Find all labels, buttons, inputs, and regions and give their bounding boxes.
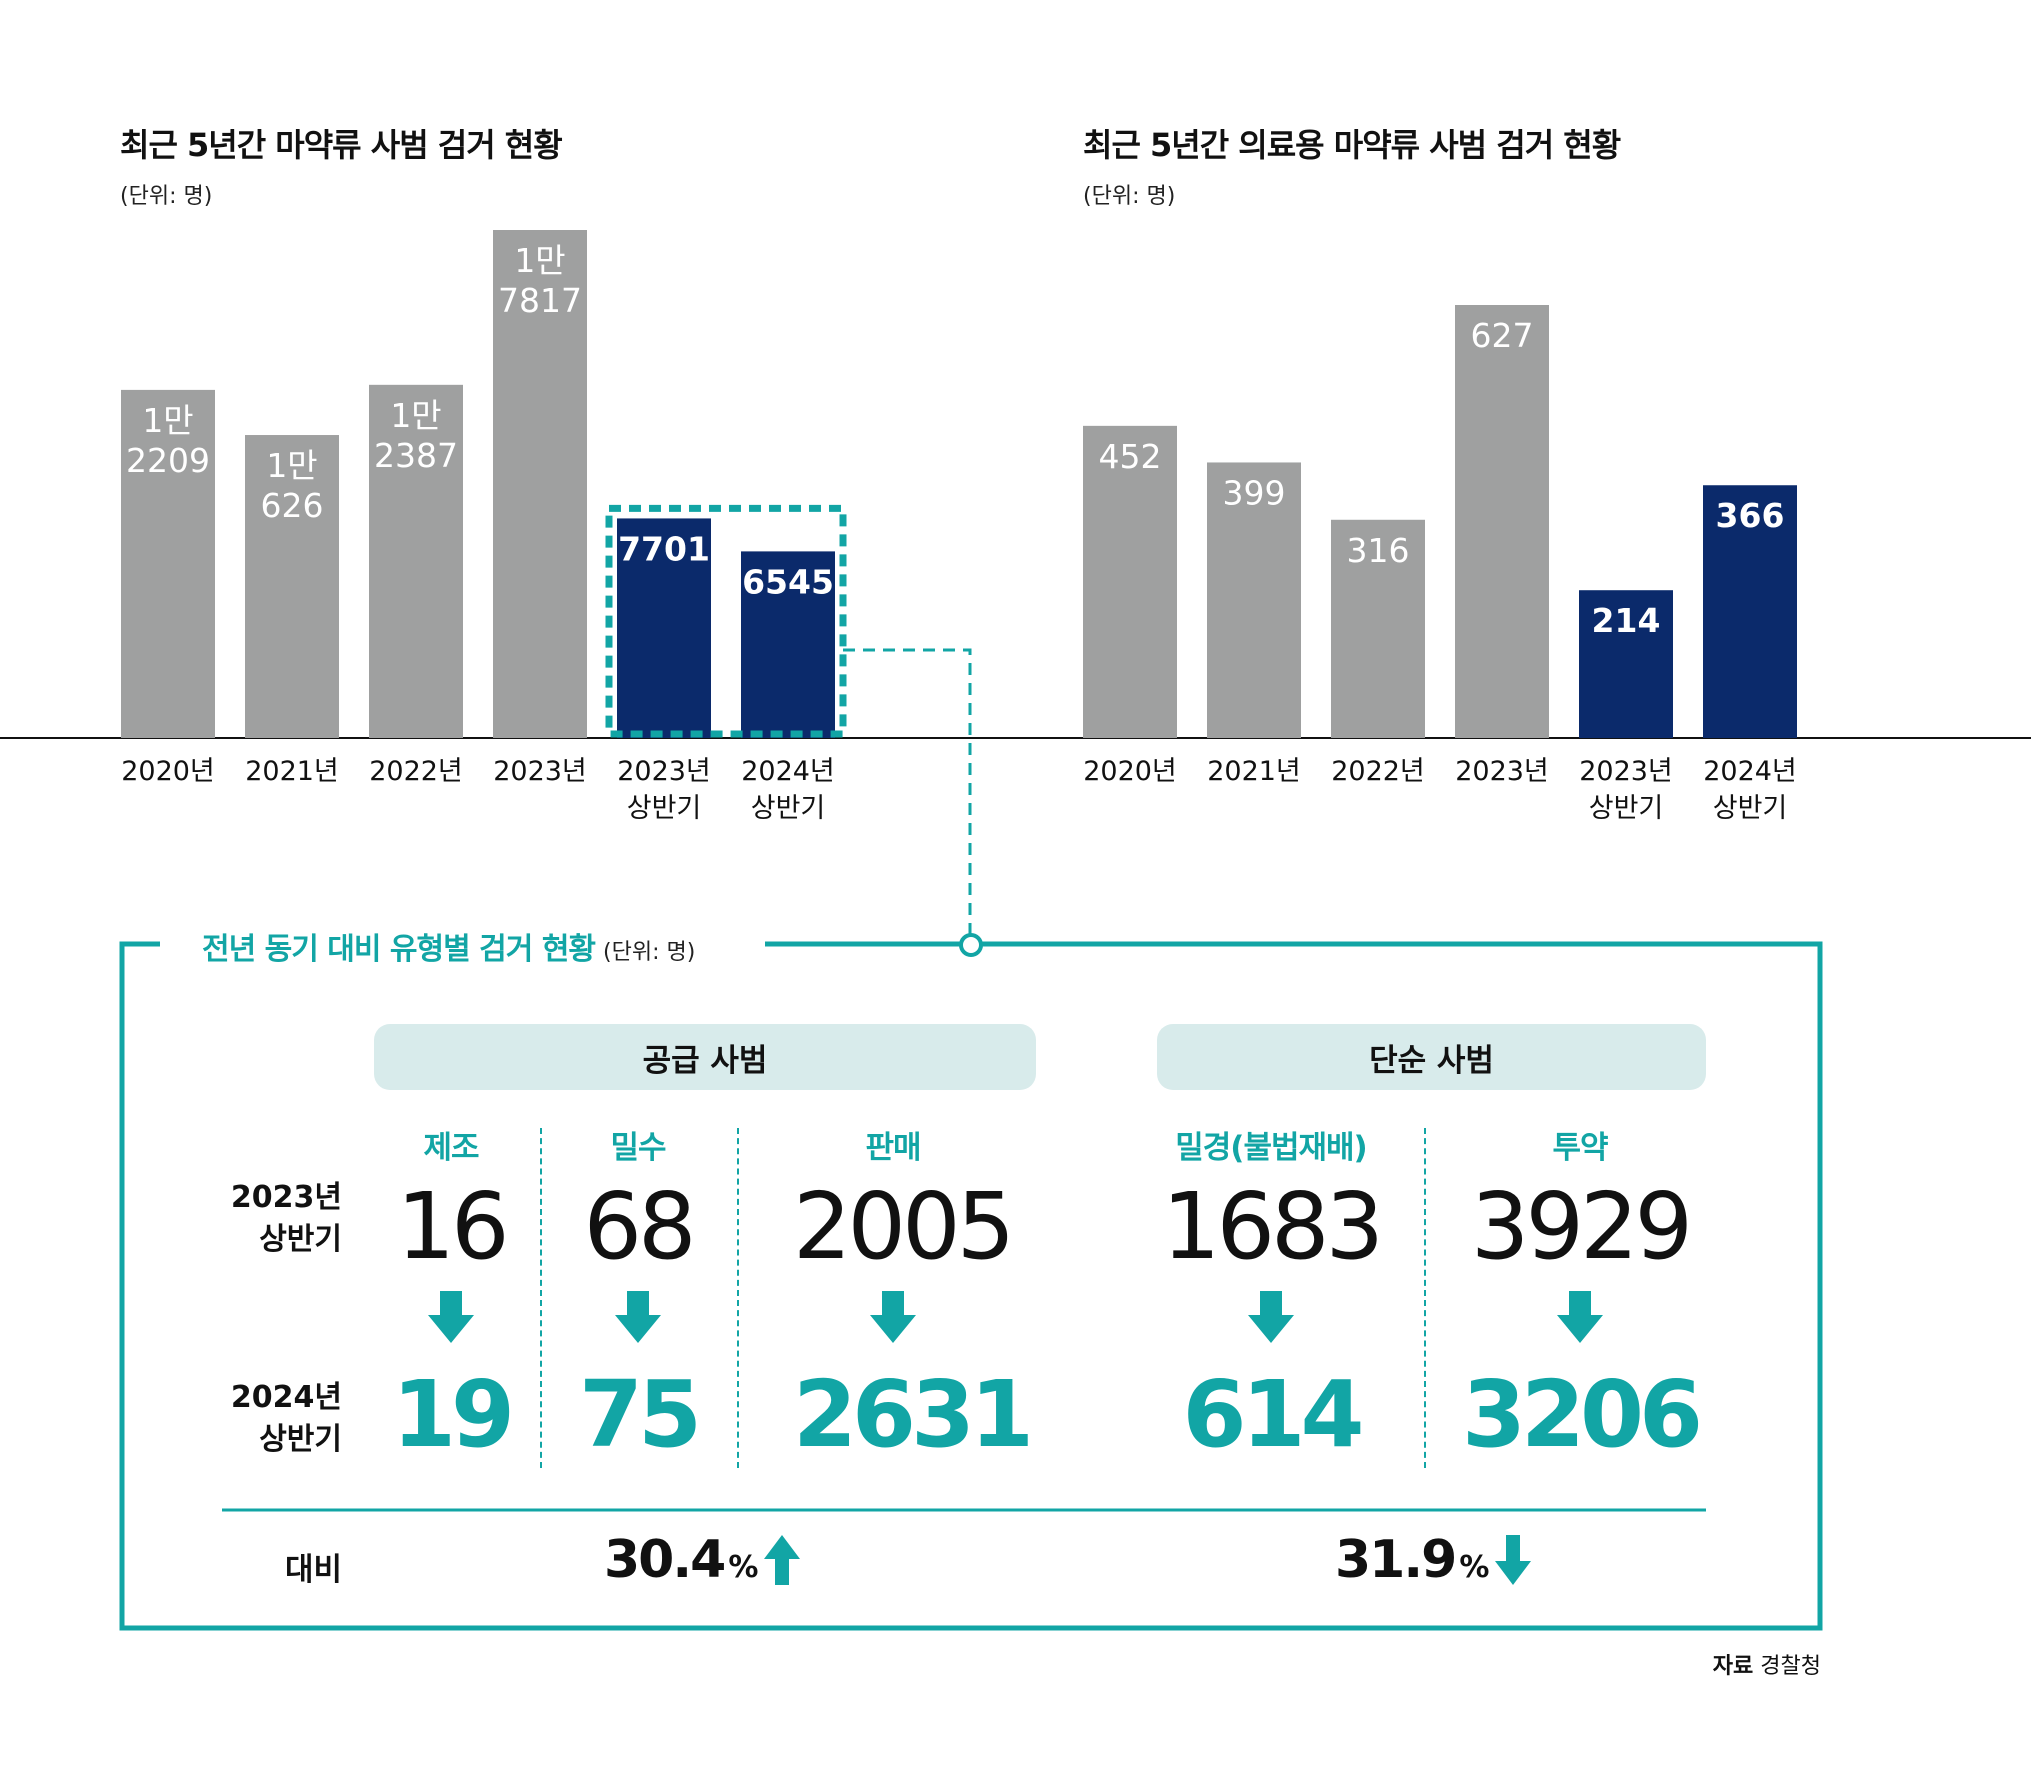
group-supply-pill: 공급 사범 — [374, 1024, 1036, 1090]
data-label: 1만 2209 — [126, 401, 210, 480]
bar — [1207, 462, 1301, 738]
value-2023: 1683 — [1161, 1173, 1384, 1280]
box-unit: (단위: 명) — [603, 940, 696, 965]
value-2024: 3206 — [1461, 1361, 1703, 1468]
separator — [540, 1128, 542, 1468]
value-2023: 16 — [396, 1173, 509, 1280]
connector-line — [843, 648, 972, 945]
data-label: 1만 2387 — [374, 396, 458, 475]
bar-charts: 1만 2209 2020년 1만 626 2021년 1만 2387 2022년 1만 7817 20… — [0, 230, 2031, 945]
chart1-unit: (단위: 명) — [120, 184, 213, 209]
percent-sign: % — [728, 1550, 758, 1585]
col-sales: 판매 2005 2631 — [793, 1122, 1034, 1468]
separator — [1424, 1128, 1426, 1468]
arrow-down-icon — [1248, 1291, 1294, 1343]
box-title: 전년 동기 대비 유형별 검거 현황 — [202, 932, 596, 967]
tick-label: 2023년 상반기 — [1579, 756, 1673, 824]
chart2-unit: (단위: 명) — [1083, 184, 1176, 209]
connector-node — [959, 933, 983, 957]
tick-label: 2023년 — [493, 756, 587, 787]
data-label: 1만 626 — [261, 446, 324, 525]
bar — [1331, 519, 1425, 738]
bar — [1083, 425, 1177, 738]
box-title-gap — [160, 925, 765, 965]
bar — [1455, 305, 1549, 738]
data-label: 7701 — [618, 529, 710, 568]
data-label: 1만 7817 — [498, 241, 582, 320]
data-label: 399 — [1223, 473, 1286, 512]
row-2023-year: 2023년 — [230, 1180, 342, 1215]
arrow-down-icon — [870, 1291, 916, 1343]
bar — [741, 551, 835, 738]
tick-label: 2023년 — [1455, 756, 1549, 787]
simple-change: 31.9 % — [1335, 1530, 1533, 1590]
value-2023: 2005 — [793, 1173, 1015, 1280]
data-label: 214 — [1592, 601, 1661, 640]
data-label: 316 — [1347, 531, 1410, 570]
source-label: 자료 — [1712, 1654, 1754, 1679]
bar — [121, 389, 215, 738]
col-smuggling: 밀수 68 75 — [538, 1122, 738, 1461]
value-2024: 2631 — [793, 1361, 1034, 1468]
data-label: 627 — [1471, 316, 1534, 355]
tick-label: 2021년 — [1207, 756, 1301, 787]
separator — [737, 1128, 739, 1468]
compare-label: 대비 — [284, 1552, 342, 1588]
col-manufacture: 제조 16 19 — [351, 1122, 551, 1461]
row-label-2023: 2023년 상반기 — [202, 1177, 342, 1261]
source: 자료 경찰청 — [1713, 1648, 1821, 1680]
tick-label: 2024년 상반기 — [741, 756, 835, 824]
category-label: 판매 — [865, 1130, 921, 1166]
tick-label: 2021년 — [245, 756, 339, 787]
bar — [493, 230, 587, 738]
value-2024: 75 — [578, 1361, 702, 1468]
row-label-2024: 2024년 상반기 — [202, 1377, 342, 1461]
col-cultivation: 밀경(불법재배) 1683 614 — [1141, 1122, 1401, 1461]
percent-sign: % — [1459, 1550, 1489, 1585]
col-administration: 투약 3929 3206 — [1450, 1122, 1710, 1461]
value-2024: 19 — [391, 1361, 515, 1468]
tick-label: 2020년 — [121, 756, 215, 787]
box-frame — [119, 925, 1823, 1631]
value-2023: 68 — [583, 1173, 696, 1280]
chart2-title: 최근 5년간 의료용 마약류 사범 검거 현황 — [1083, 126, 1621, 164]
group-simple-pill: 단순 사범 — [1157, 1024, 1706, 1090]
source-text: 경찰청 — [1760, 1654, 1821, 1679]
value-2023: 3929 — [1470, 1173, 1693, 1280]
highlight-box — [605, 504, 847, 738]
tick-label: 2024년 상반기 — [1703, 756, 1797, 824]
arrow-down-icon — [1557, 1291, 1603, 1343]
category-label: 밀경(불법재배) — [1175, 1130, 1367, 1166]
arrow-down-icon — [1495, 1535, 1532, 1585]
tick-label: 2020년 — [1083, 756, 1177, 787]
data-label: 452 — [1099, 437, 1162, 476]
supply-change: 30.4 % — [604, 1530, 802, 1590]
category-label: 밀수 — [610, 1130, 666, 1166]
tick-label: 2023년 상반기 — [617, 756, 711, 824]
bar — [245, 435, 339, 738]
category-label: 제조 — [423, 1130, 479, 1166]
box-header: 전년 동기 대비 유형별 검거 현황 (단위: 명) — [202, 924, 695, 968]
data-label: 6545 — [742, 562, 834, 601]
data-label: 366 — [1716, 496, 1785, 535]
arrow-down-icon — [615, 1291, 661, 1343]
arrow-down-icon — [428, 1291, 474, 1343]
chart1-title: 최근 5년간 마약류 사범 검거 현황 — [120, 126, 563, 164]
supply-change-value: 30.4 — [604, 1530, 726, 1590]
row-2023-half: 상반기 — [259, 1222, 342, 1257]
value-2024: 614 — [1182, 1361, 1364, 1468]
simple-change-value: 31.9 — [1335, 1530, 1457, 1590]
tick-label: 2022년 — [369, 756, 463, 787]
bar — [1703, 485, 1797, 738]
tick-label: 2022년 — [1331, 756, 1425, 787]
bar — [617, 518, 711, 738]
bar — [369, 384, 463, 738]
row-2024-half: 상반기 — [259, 1422, 342, 1457]
bar — [1579, 590, 1673, 738]
arrow-up-icon — [764, 1535, 801, 1585]
row-2024-year: 2024년 — [230, 1380, 342, 1415]
category-label: 투약 — [1552, 1130, 1608, 1166]
